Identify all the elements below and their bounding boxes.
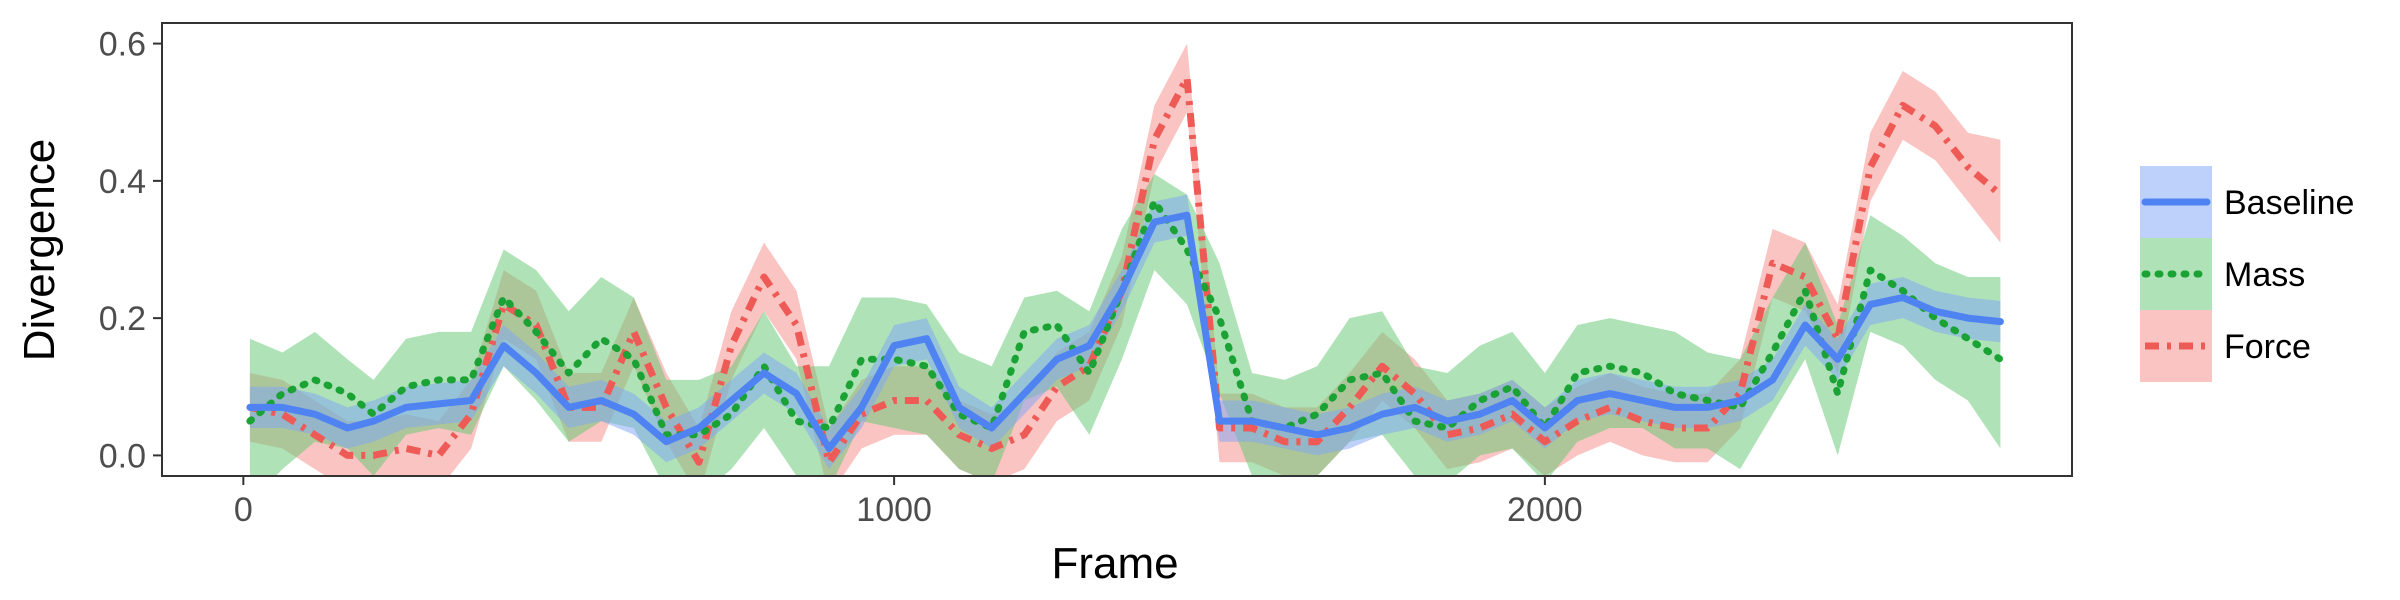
x-tick-label: 0 [234,491,253,529]
plot-panel-border [161,22,2073,477]
x-tick-label: 2000 [1507,491,1583,529]
y-axis: 0.0 0.2 0.4 0.6 [99,26,162,475]
x-tick-label: 1000 [856,491,932,529]
series-lines [246,74,2004,466]
x-axis: 0 1000 2000 [234,476,1583,529]
legend-item-mass: Mass [2140,238,2305,310]
legend-item-baseline: Baseline [2140,166,2354,238]
legend-label-mass: Mass [2224,256,2305,294]
y-tick-label: 0.2 [99,300,146,338]
y-tick-label: 0.0 [99,437,146,475]
y-axis-title: Divergence [15,139,64,362]
legend-label-force: Force [2224,328,2311,366]
confidence-bands [249,43,2001,476]
y-tick-label: 0.4 [99,163,146,201]
x-axis-title: Frame [1051,539,1178,588]
line-baseline [246,211,2004,452]
y-tick-label: 0.6 [99,26,146,64]
legend-label-baseline: Baseline [2224,184,2354,222]
legend: Baseline Mass Force [2140,166,2354,382]
legend-item-force: Force [2140,310,2311,382]
